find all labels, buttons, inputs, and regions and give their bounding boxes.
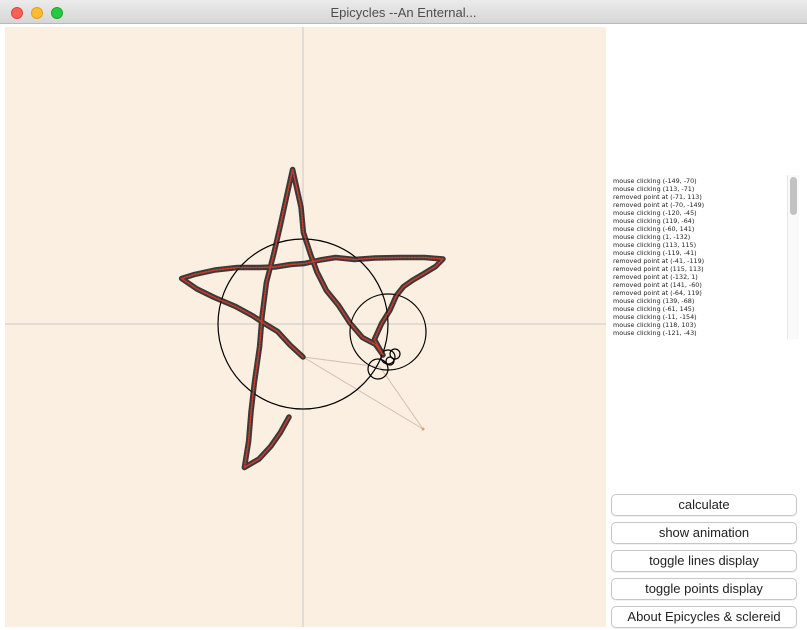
log-line: mouse clicking (-60, 141): [613, 225, 695, 233]
log-line: mouse clicking (118, 103): [613, 321, 697, 329]
log-line: mouse clicking (1, -132): [613, 233, 691, 241]
log-line: mouse clicking (119, -64): [613, 217, 695, 225]
event-log-lines: mouse clicking (-149, -70) mouse clicking…: [613, 177, 785, 337]
calculate-button[interactable]: calculate: [611, 494, 797, 516]
log-line: mouse clicking (-149, -70): [613, 177, 697, 185]
log-line: removed point at (-132, 1): [613, 273, 698, 281]
arm-end-point: [421, 427, 425, 431]
log-line: mouse clicking (-119, -41): [613, 249, 697, 257]
event-log-scrollbar[interactable]: [787, 175, 799, 339]
star-trace-points: [180, 168, 444, 469]
log-line: mouse clicking (113, -71): [613, 185, 695, 193]
event-log-scroll-thumb[interactable]: [790, 177, 797, 215]
small-epicycle-circle: [389, 348, 401, 360]
close-window-button[interactable]: [11, 7, 23, 19]
epicycle-arm-lines: [302, 356, 424, 430]
toggle-points-button[interactable]: toggle points display: [611, 578, 797, 600]
log-line: mouse clicking (-61, 145): [613, 305, 695, 313]
about-button[interactable]: About Epicycles & sclereid: [611, 606, 797, 628]
log-line: mouse clicking (-11, -154): [613, 313, 697, 321]
event-log[interactable]: mouse clicking (-149, -70) mouse clicking…: [611, 175, 799, 339]
toggle-lines-button[interactable]: toggle lines display: [611, 550, 797, 572]
log-line: removed point at (-71, 113): [613, 193, 702, 201]
epicycle-drawing[interactable]: [5, 27, 606, 627]
title-bar[interactable]: Epicycles --An Enternal...: [0, 0, 807, 24]
log-line: removed point at (-41, -119): [613, 257, 705, 265]
show-animation-button[interactable]: show animation: [611, 522, 797, 544]
log-line: removed point at (-64, 119): [613, 289, 702, 297]
log-line: removed point at (141, -60): [613, 281, 702, 289]
log-line: mouse clicking (113, 115): [613, 241, 697, 249]
star-trace-outline: [178, 166, 446, 471]
small-epicycle-circle: [367, 358, 389, 380]
small-epicycle-circle: [385, 356, 395, 366]
log-line: mouse clicking (-121, -43): [613, 329, 697, 337]
log-line: mouse clicking (-120, -45): [613, 209, 697, 217]
log-line: removed point at (115, 113): [613, 265, 704, 273]
log-line: removed point at (-70, -149): [613, 201, 705, 209]
drawing-canvas[interactable]: [5, 27, 606, 627]
zoom-window-button[interactable]: [51, 7, 63, 19]
window-title: Epicycles --An Enternal...: [330, 5, 477, 20]
log-line: mouse clicking (139, -68): [613, 297, 695, 305]
minimize-window-button[interactable]: [31, 7, 43, 19]
